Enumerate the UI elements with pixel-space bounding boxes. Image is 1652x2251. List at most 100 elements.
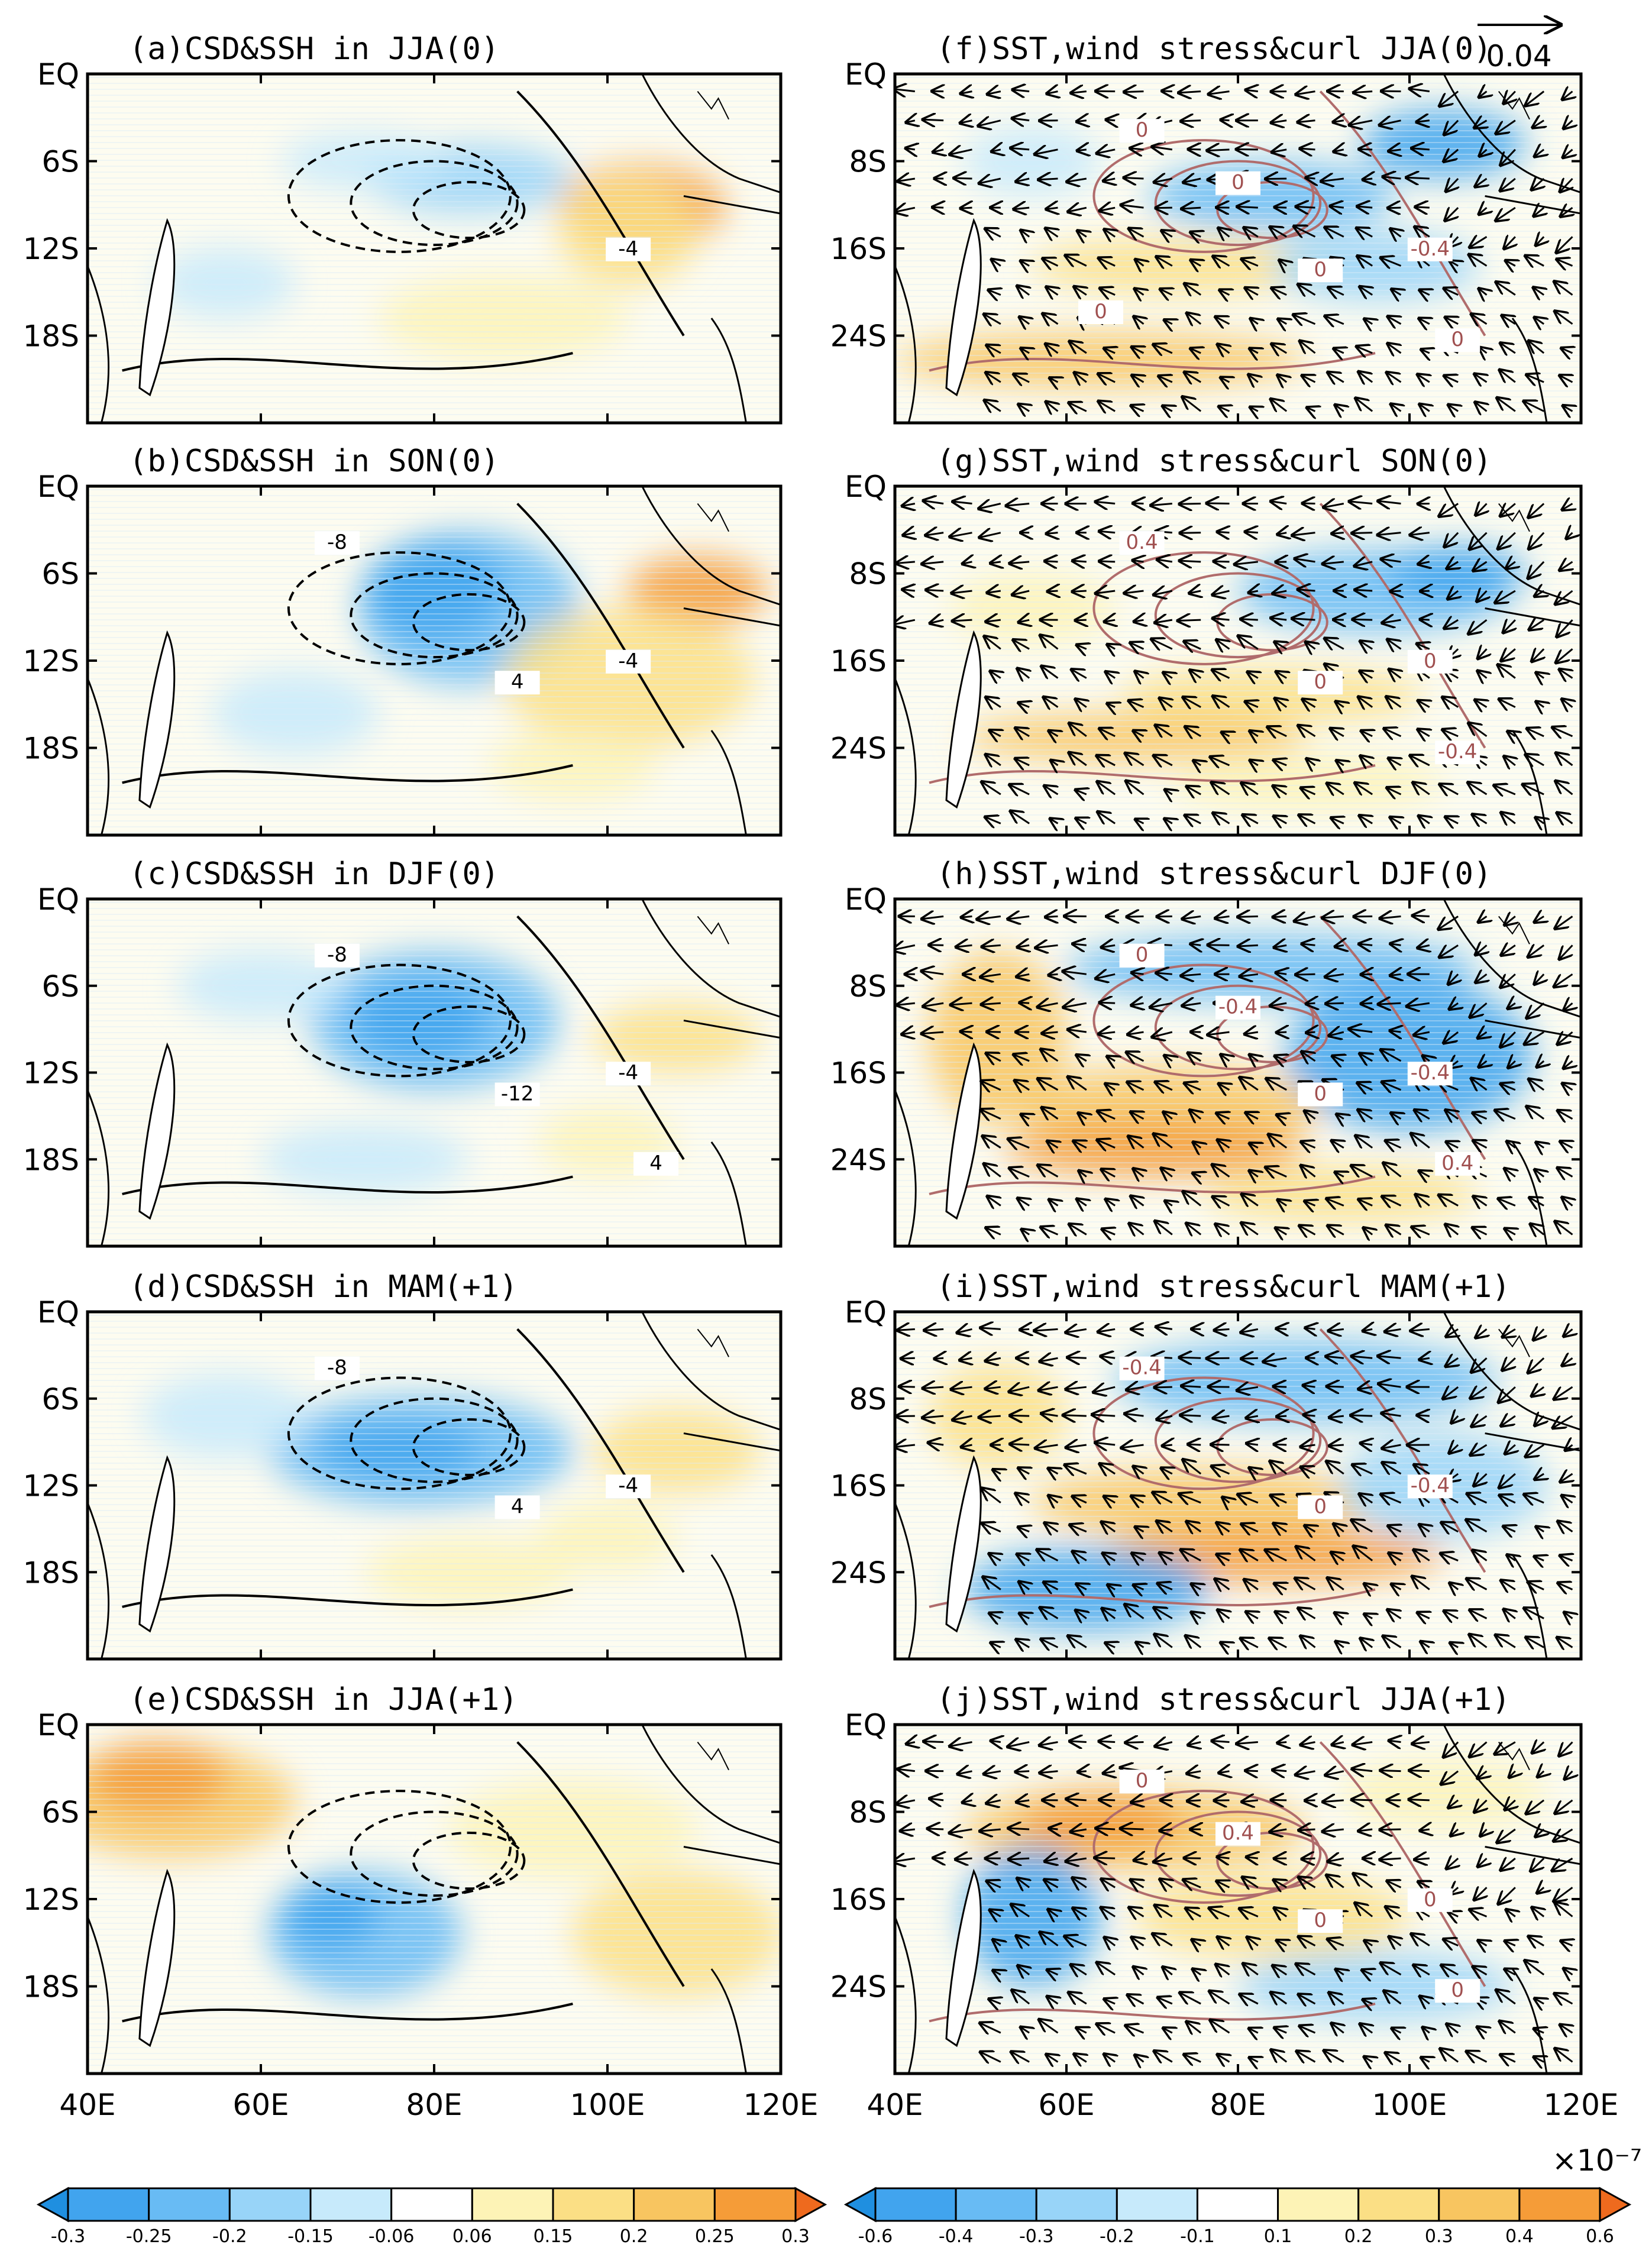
wind-vector: [1362, 974, 1372, 975]
wind-vector: [929, 1443, 944, 1445]
panel-c-madagascar: [138, 1042, 176, 1220]
contour-label-box: [1215, 171, 1260, 195]
wind-vector: [1270, 227, 1287, 237]
wind-vector: [1358, 1110, 1373, 1119]
colorbar-label: -0.3: [1019, 2226, 1054, 2247]
wind-vector: [1179, 92, 1201, 93]
y-tick-label: 24S: [830, 1143, 887, 1177]
wind-vector: [1156, 257, 1173, 266]
wind-vector: [1525, 755, 1544, 765]
wind-vector: [1151, 504, 1172, 506]
wind-vector: [1355, 783, 1373, 794]
panel-h-field: [895, 899, 1581, 1246]
colorbar-swatch: [67, 2187, 150, 2222]
wind-vector: [985, 229, 1001, 237]
wind-vector: [1078, 1771, 1087, 1772]
wind-vector: [1270, 1003, 1287, 1006]
wind-vector: [1207, 1358, 1230, 1359]
wind-vector: [1527, 375, 1544, 382]
wind-vector: [1163, 672, 1172, 678]
wind-vector: [1240, 1078, 1259, 1091]
wind-vector: [1410, 755, 1430, 765]
wind-vector: [1299, 815, 1316, 823]
anomaly-patch: [593, 1409, 760, 1493]
wind-vector: [1133, 731, 1143, 736]
wind-vector: [1097, 1140, 1116, 1148]
wind-vector: [924, 1741, 944, 1742]
wind-vector: [1388, 316, 1401, 324]
wind-vector: [1077, 121, 1087, 122]
wind-vector: [1415, 207, 1430, 208]
wind-vector: [1130, 148, 1144, 150]
wind-vector: [1017, 974, 1029, 976]
wind-vector: [1106, 1199, 1116, 1206]
wind-vector: [979, 179, 1001, 183]
contour-line: [929, 1175, 1376, 1195]
wind-vector: [1534, 916, 1544, 922]
wind-vector: [1213, 813, 1230, 824]
panel-f-wind-vectors: [895, 89, 1572, 412]
wind-vector: [1221, 377, 1230, 382]
wind-vector: [1446, 179, 1458, 191]
wind-vector: [1440, 90, 1459, 106]
wind-vector: [1046, 287, 1058, 295]
contour-label: -4: [618, 1061, 638, 1085]
colorbar-swatch: [228, 2187, 312, 2222]
wind-vector: [1499, 370, 1516, 382]
wind-vector: [1246, 1112, 1258, 1118]
contour-label-box: [606, 237, 651, 261]
wind-vector: [1292, 619, 1315, 620]
wind-vector: [1421, 350, 1430, 353]
wind-vector: [1277, 1115, 1286, 1119]
panel-a: (a)CSD&SSH in JJA(0) -4 EQ 6S 12S 18S: [23, 31, 783, 425]
colorbar-label: -0.25: [126, 2226, 172, 2247]
contour-line: [412, 593, 526, 652]
wind-vector: [1302, 700, 1315, 707]
y-tick-label: 24S: [830, 732, 887, 766]
contour-line: [516, 1328, 685, 1573]
wind-vector: [1506, 261, 1515, 266]
panel-j: (j)SST,wind stress&curl JJA(+1) 0 0 0 0 0.4 EQ…: [830, 1682, 1583, 2075]
panel-f: (f)SST,wind stress&curl JJA(0) -0.4 0 0 0 0 0 E…: [830, 31, 1583, 425]
wind-vector: [1100, 531, 1116, 532]
wind-vector: [1304, 1415, 1315, 1416]
wind-vector: [1307, 759, 1315, 765]
wind-vector: [1016, 1771, 1030, 1772]
colorbar-swatch: [36, 2187, 69, 2223]
wind-vector: [1048, 1141, 1058, 1148]
wind-vector: [1049, 1828, 1058, 1829]
wind-vector: [1446, 1110, 1458, 1119]
wind-vector: [1326, 974, 1344, 977]
panel-d-contours: [122, 1328, 685, 1608]
anomaly-patch: [503, 608, 754, 748]
colorbar-scale-label: ×10⁻⁷: [1552, 2143, 1642, 2178]
panel-d-madagascar: [138, 1455, 176, 1633]
contour-label-box: [1119, 943, 1165, 968]
wind-vector: [1132, 973, 1144, 975]
anomaly-patch: [538, 1502, 677, 1573]
wind-vector: [1100, 561, 1116, 562]
wind-vector: [1272, 121, 1287, 123]
panel-e-australia-coast: [710, 1968, 747, 2074]
panel-e-field: [88, 1725, 781, 2074]
contour-line: [412, 180, 526, 240]
colorbar-swatch: [471, 2187, 554, 2222]
wind-vector: [1278, 375, 1286, 382]
contour-label-box: [1407, 237, 1453, 261]
wind-vector: [1294, 227, 1316, 237]
wind-vector: [1360, 671, 1372, 678]
wind-vector: [1213, 591, 1230, 595]
wind-vector: [1250, 407, 1258, 412]
wind-vector: [923, 119, 944, 120]
panel-d-anomaly-shading: [143, 1374, 760, 1607]
wind-vector: [900, 1386, 915, 1387]
contour-label-box: [494, 671, 540, 695]
wind-vector: [1360, 287, 1372, 295]
y-tick-label: EQ: [37, 57, 79, 92]
wind-vector: [1020, 317, 1029, 324]
anomaly-patch: [1286, 979, 1533, 1132]
wind-vector: [1555, 916, 1573, 929]
wind-vector: [982, 1489, 1001, 1504]
wind-vector: [1478, 649, 1487, 658]
panel-c: (c)CSD&SSH in DJF(0) -4 -8 -12 4 EQ 6S 12S 18S: [23, 856, 783, 1248]
